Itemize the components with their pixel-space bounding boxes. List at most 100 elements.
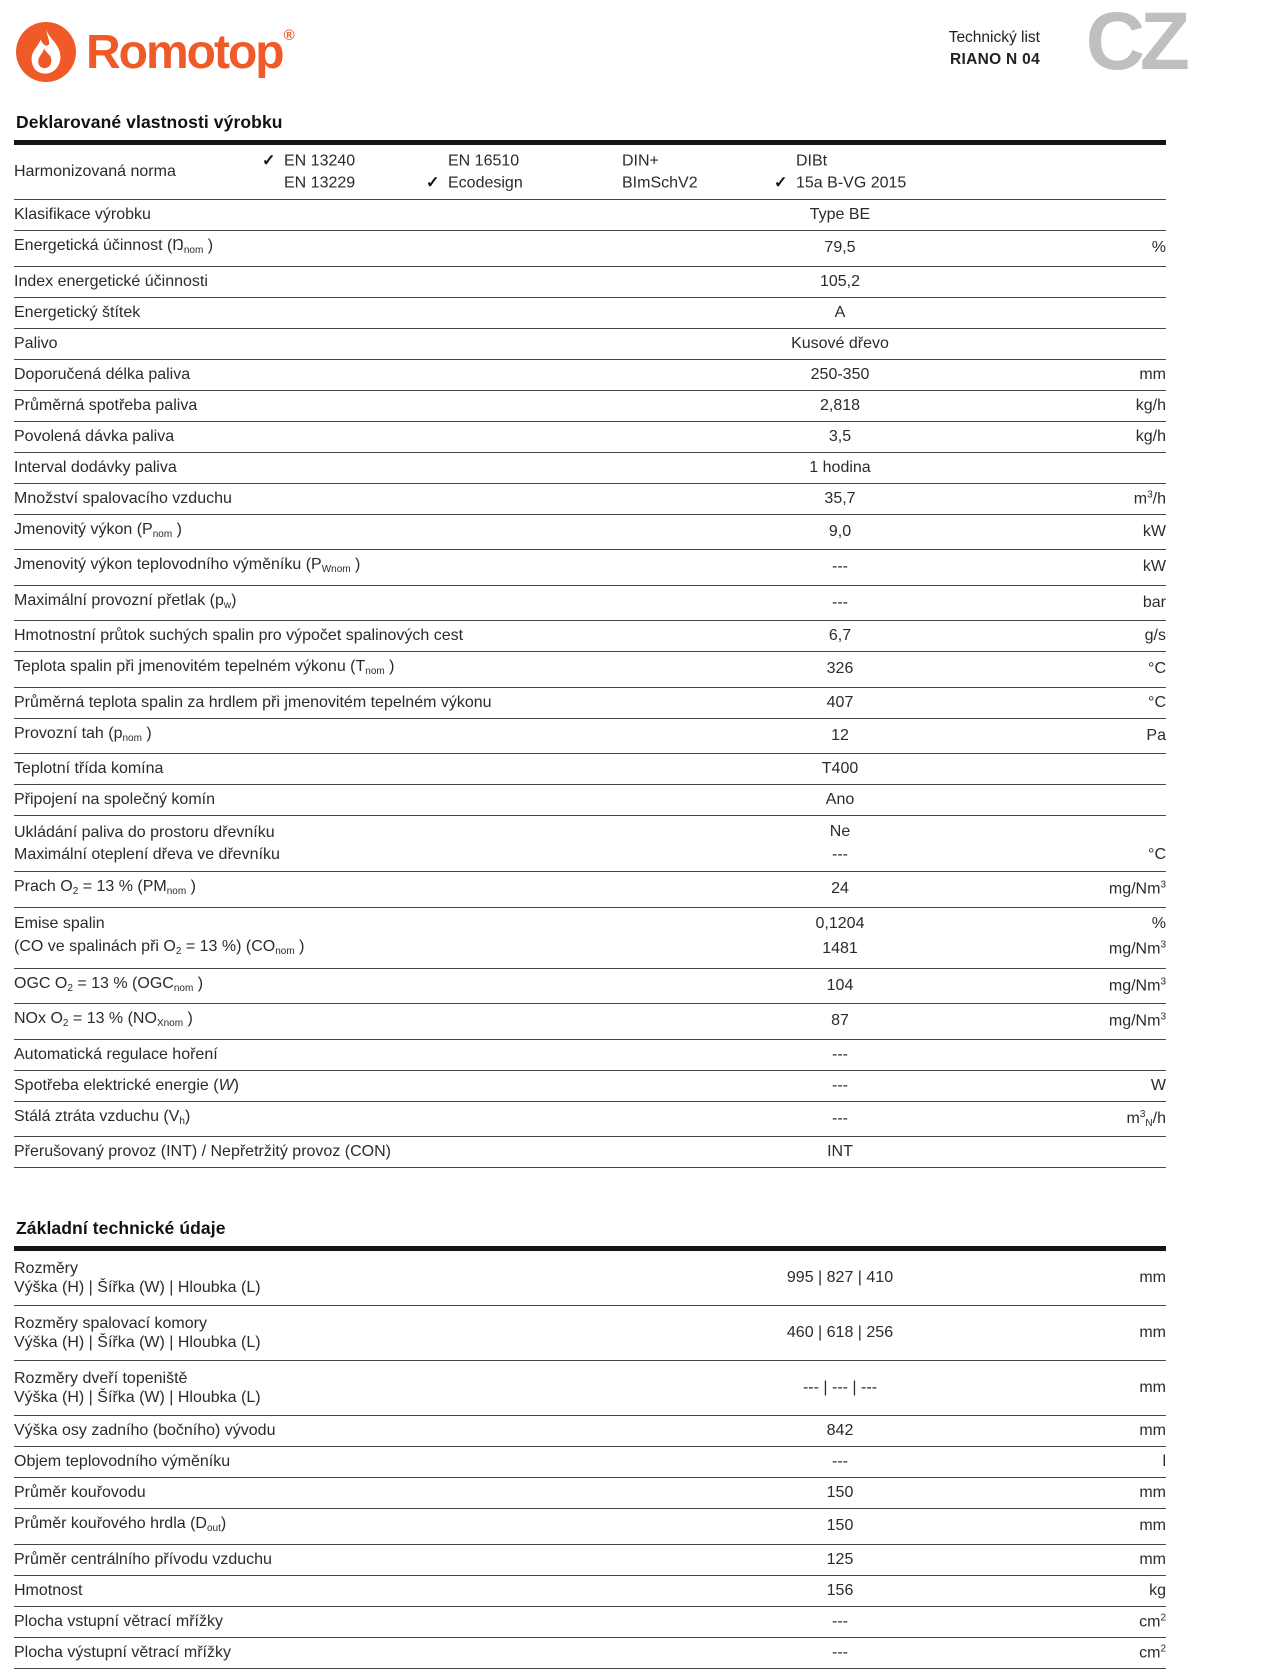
table-row: Výška osy zadního (bočního) vývodu 842 mm: [14, 1416, 1166, 1447]
brand-wordmark: Romotop®: [86, 28, 295, 77]
row-value: ---: [832, 1612, 848, 1630]
row-value: ---: [832, 1076, 848, 1094]
row-label: Maximální oteplení dřeva ve dřevníku: [14, 846, 280, 863]
row-unit: mm: [1139, 1550, 1166, 1568]
checkmark-icon: [600, 151, 622, 173]
table-row: Doporučená délka paliva 250-350 mm: [14, 360, 1166, 391]
row-unit: mm: [1139, 1422, 1166, 1439]
row-unit: °C: [1148, 660, 1166, 678]
row-label: Rozměry Výška (H) | Šířka (W) | Hloubka (…: [14, 1259, 580, 1298]
row-unit: %: [1151, 239, 1166, 257]
table-row: Rozměry spalovací komory Výška (H) | Šířk…: [14, 1306, 1166, 1361]
row-label: Klasifikace výrobku: [14, 206, 151, 224]
row-unit: kg/h: [1135, 427, 1166, 445]
row-line: Ukládání paliva do prostoru dřevníku Ne: [14, 821, 1166, 844]
table-row: Plocha vstupní větrací mřížky --- cm2: [14, 1607, 1166, 1638]
row-unit: cm2: [1139, 1643, 1166, 1661]
table-row: Teplota spalin při jmenovitém tepelném v…: [14, 652, 1166, 688]
row-label: Emise spalin: [14, 915, 105, 932]
row-label: Automatická regulace hoření: [14, 1045, 218, 1063]
row-label: Stálá ztráta vzduchu (Vh): [14, 1107, 191, 1127]
page-header: Romotop® Technický list RIANO N 04 CZ: [14, 0, 1190, 104]
brand-logo: Romotop®: [16, 22, 295, 82]
norm-item: BImSchV2: [600, 172, 698, 194]
row-value: 1 hodina: [809, 458, 871, 476]
basic-technical-data-table: Rozměry Výška (H) | Šířka (W) | Hloubka (…: [14, 1251, 1166, 1669]
row-value: ---: [832, 1453, 848, 1470]
tech-sheet-page: Romotop® Technický list RIANO N 04 CZ De…: [14, 0, 1190, 1669]
table-row: Množství spalovacího vzduchu 35,7 m3/h: [14, 484, 1166, 515]
table-row: Maximální provozní přetlak (pw) --- bar: [14, 586, 1166, 621]
table-row: Průměr kouřovodu 150 mm: [14, 1478, 1166, 1509]
table-row: Provozní tah (pnom ) 12 Pa: [14, 719, 1166, 754]
table-row: Jmenovitý výkon teplovodního výměníku (P…: [14, 550, 1166, 586]
declared-properties-table: Harmonizovaná norma ✓ EN 13240 EN 13229 EN 1…: [14, 145, 1166, 1168]
row-label: OGC O2 = 13 % (OGCnom ): [14, 974, 204, 994]
row-value: ---: [832, 1045, 848, 1063]
norm-label: EN 13229: [284, 174, 356, 191]
row-unit: °C: [1148, 845, 1166, 863]
section-divider: [14, 140, 1166, 145]
checkmark-icon: ✓: [774, 174, 788, 191]
row-unit: mm: [1139, 1269, 1166, 1286]
table-row: Hmotnost 156 kg: [14, 1576, 1166, 1607]
row-value: ---: [832, 1643, 848, 1661]
brand-name: Romotop: [86, 25, 285, 79]
row-label-line: Výška (H) | Šířka (W) | Hloubka (L): [14, 1334, 261, 1351]
row-value: INT: [827, 1143, 853, 1160]
row-value: Kusové dřevo: [791, 334, 889, 352]
row-unit: kW: [1142, 522, 1166, 540]
row-label: Palivo: [14, 334, 58, 352]
row-value: 35,7: [824, 489, 856, 507]
table-row: Stálá ztráta vzduchu (Vh) --- m3N/h: [14, 1102, 1166, 1137]
table-row: Automatická regulace hoření ---: [14, 1040, 1166, 1071]
row-unit: °C: [1148, 693, 1166, 711]
row-value: 2,818: [819, 396, 861, 414]
row-unit: cm2: [1139, 1612, 1166, 1630]
row-value: 842: [826, 1422, 854, 1439]
row-value: 150: [826, 1517, 854, 1535]
row-unit: Pa: [1146, 726, 1166, 744]
row-label: Teplota spalin při jmenovitém tepelném v…: [14, 658, 395, 677]
norm-column: EN 16510 ✓ Ecodesign: [426, 151, 523, 194]
norm-item: ✓ 15a B-VG 2015: [774, 172, 906, 194]
section-divider: [14, 1246, 1166, 1251]
row-label: Index energetické účinnosti: [14, 272, 208, 290]
norm-item: DIN+: [600, 151, 698, 173]
row-line: Emise spalin 0,1204%: [14, 913, 1166, 936]
table-row: Rozměry Výška (H) | Šířka (W) | Hloubka (…: [14, 1251, 1166, 1306]
row-value: 995 | 827 | 410: [786, 1269, 894, 1286]
row-line: (CO ve spalinách při O2 = 13 %) (COnom )…: [14, 935, 1166, 963]
document-type: Technický list: [948, 29, 1040, 46]
norm-item: DIBt: [774, 151, 906, 173]
row-label-line: Rozměry dveří topeniště: [14, 1369, 188, 1387]
row-value: T400: [821, 760, 859, 777]
norm-column: DIN+ BImSchV2: [600, 151, 698, 194]
table-row: Průměr centrálního přívodu vzduchu 125 mm: [14, 1545, 1166, 1576]
table-row: Klasifikace výrobku Type BE: [14, 200, 1166, 231]
row-label: (CO ve spalinách při O2 = 13 %) (COnom ): [14, 937, 305, 957]
flame-icon: [16, 22, 76, 82]
row-value: 250-350: [810, 365, 870, 383]
norm-label: DIBt: [796, 152, 828, 170]
row-label: Připojení na společný komín: [14, 791, 215, 809]
row-label: Hmotnostní průtok suchých spalin pro výp…: [14, 627, 464, 645]
row-value: 156: [826, 1581, 854, 1599]
row-unit: m3N/h: [1126, 1108, 1166, 1129]
row-value: 326: [826, 660, 854, 678]
row-value: ---: [832, 1109, 848, 1127]
table-row: Energetická účinnost (Ŋnom ) 79,5%: [14, 231, 1166, 267]
row-label: Objem teplovodního výměníku: [14, 1453, 231, 1471]
table-row: Hmotnostní průtok suchých spalin pro výp…: [14, 621, 1166, 652]
row-label: Doporučená délka paliva: [14, 365, 191, 383]
registered-mark: ®: [283, 26, 295, 44]
table-row: Objem teplovodního výměníku --- l: [14, 1447, 1166, 1478]
table-row: Připojení na společný komín Ano: [14, 785, 1166, 816]
row-unit: mm: [1139, 1517, 1166, 1535]
checkmark-icon: ✓: [426, 174, 440, 191]
row-label-line: Výška (H) | Šířka (W) | Hloubka (L): [14, 1279, 261, 1296]
row-label: Přerušovaný provoz (INT) / Nepřetržitý p…: [14, 1143, 391, 1161]
norm-label: 15a B-VG 2015: [796, 174, 907, 191]
row-unit: %: [1151, 914, 1166, 932]
norm-column: ✓ EN 13240 EN 13229: [262, 151, 355, 194]
